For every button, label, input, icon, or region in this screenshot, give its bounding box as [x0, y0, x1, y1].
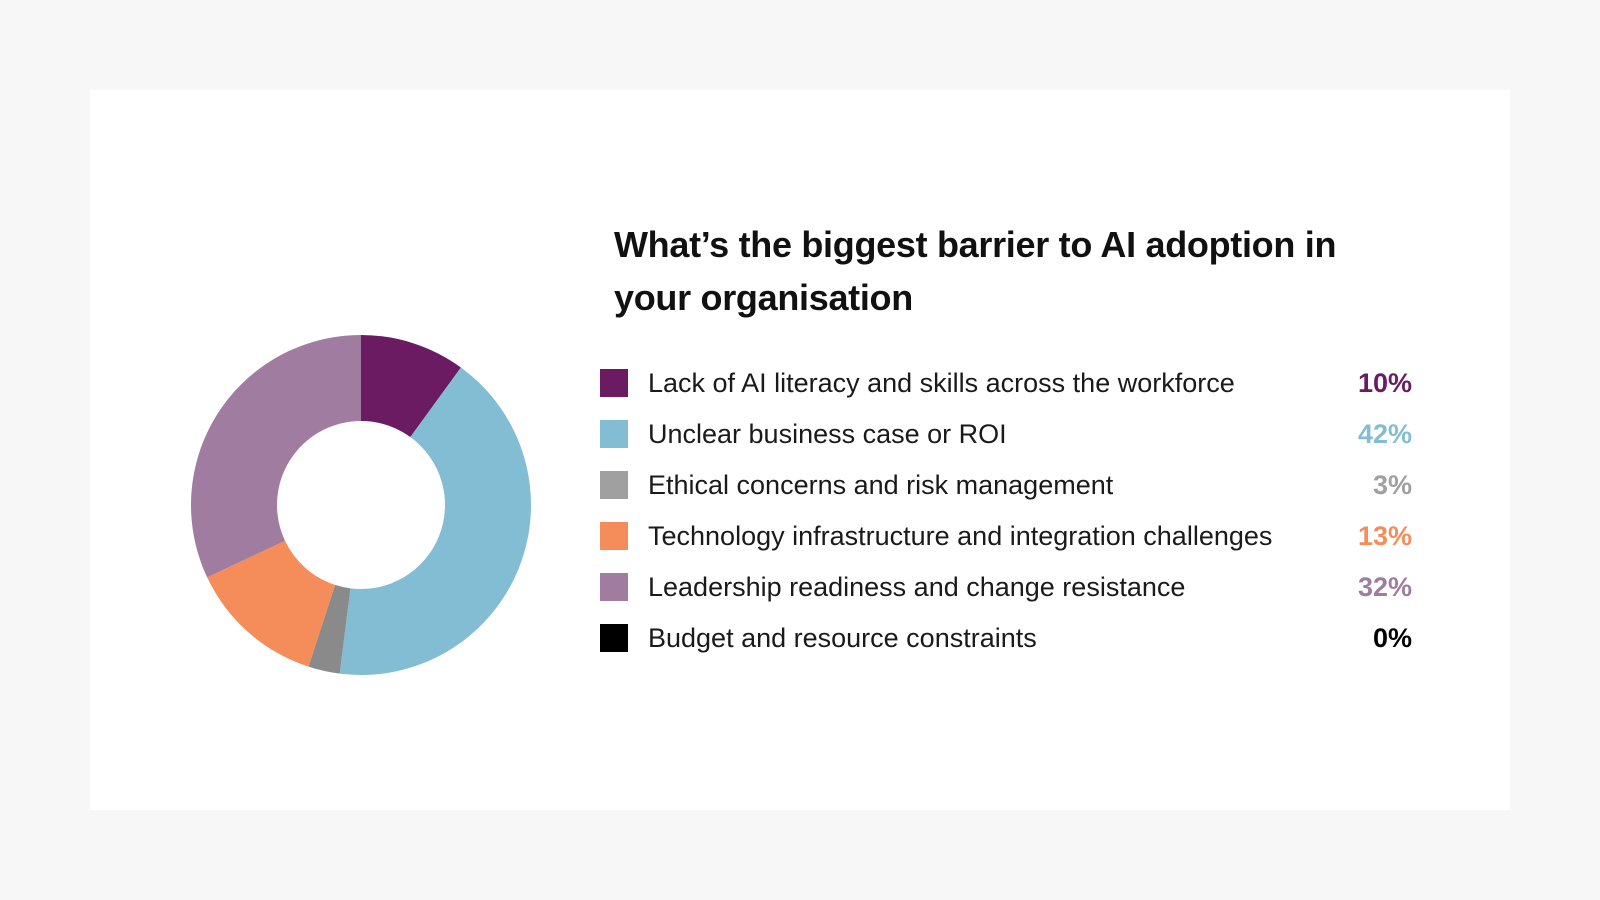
chart-card: What’s the biggest barrier to AI adoptio…	[90, 90, 1510, 810]
chart-title: What’s the biggest barrier to AI adoptio…	[614, 224, 1337, 318]
legend-value: 32%	[1357, 572, 1412, 602]
legend-item-technology: Technology infrastructure and integratio…	[600, 518, 1412, 569]
donut-slice-3	[308, 584, 351, 674]
donut-slice-5	[191, 335, 361, 578]
legend-label: Leadership readiness and change resistan…	[648, 572, 1186, 602]
donut-slice-2	[339, 367, 531, 675]
legend: Lack of AI literacy and skills across th…	[600, 365, 1412, 671]
legend-swatch	[600, 471, 628, 499]
legend-item-budget: Budget and resource constraints 0%	[600, 620, 1412, 671]
legend-label: Lack of AI literacy and skills across th…	[648, 368, 1235, 398]
legend-swatch	[600, 420, 628, 448]
legend-value: 42%	[1357, 419, 1412, 449]
legend-label: Budget and resource constraints	[648, 623, 1037, 653]
legend-label: Ethical concerns and risk management	[648, 470, 1114, 500]
legend-label: Unclear business case or ROI	[648, 419, 1007, 449]
legend-label: Technology infrastructure and integratio…	[648, 521, 1273, 551]
donut-chart	[191, 335, 531, 675]
legend-swatch	[600, 369, 628, 397]
legend-item-leadership: Leadership readiness and change resistan…	[600, 569, 1412, 620]
legend-value: 13%	[1357, 521, 1412, 551]
legend-item-ai-literacy: Lack of AI literacy and skills across th…	[600, 365, 1412, 416]
legend-value: 3%	[1372, 470, 1412, 500]
legend-item-business-case: Unclear business case or ROI 42%	[600, 416, 1412, 467]
legend-item-ethical-concerns: Ethical concerns and risk management 3%	[600, 467, 1412, 518]
donut-slice-4	[207, 540, 336, 667]
legend-value: 0%	[1372, 623, 1412, 653]
legend-swatch	[600, 522, 628, 550]
legend-value: 10%	[1357, 368, 1412, 398]
legend-swatch	[600, 624, 628, 652]
legend-swatch	[600, 573, 628, 601]
donut-slice-1	[361, 335, 461, 438]
